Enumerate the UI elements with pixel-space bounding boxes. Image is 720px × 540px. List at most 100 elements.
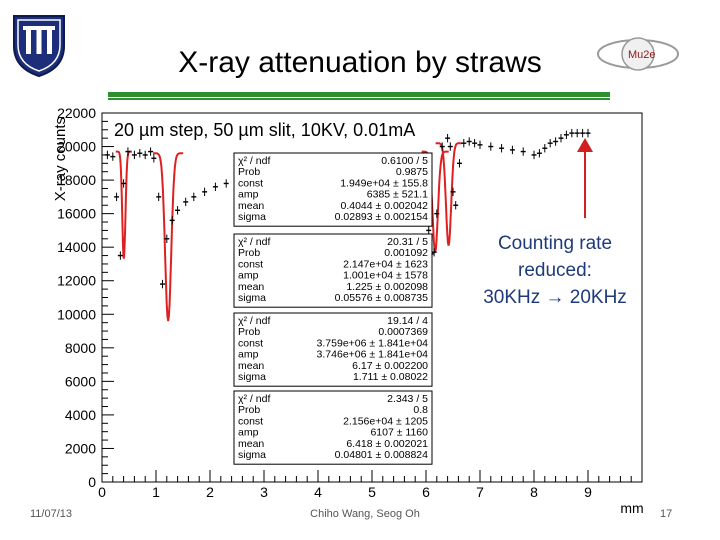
stat-value: 1.949e+04 ± 155.8 <box>340 177 428 189</box>
data-point <box>202 187 208 197</box>
data-point <box>472 138 478 148</box>
data-point <box>159 279 165 289</box>
footer-author: Chiho Wang, Seog Oh <box>310 508 420 520</box>
data-point <box>547 138 553 148</box>
stat-value: 0.6100 / 5 <box>381 155 428 167</box>
data-point <box>110 152 116 161</box>
data-point <box>156 192 162 202</box>
data-point <box>164 234 170 243</box>
data-point <box>114 192 120 202</box>
annotation-line-2: reduced: <box>518 260 592 281</box>
stat-value: 6.418 ± 0.002021 <box>346 438 428 450</box>
data-point <box>569 128 575 138</box>
data-point <box>520 147 526 156</box>
mu2e-logo: Mu2e <box>594 24 686 84</box>
stat-name: mean <box>238 438 264 450</box>
footer-page-number: 17 <box>660 508 673 520</box>
data-point <box>574 128 580 138</box>
stat-value: 1.225 ± 0.002098 <box>346 281 428 293</box>
stat-name: mean <box>238 200 264 212</box>
data-point <box>439 142 445 151</box>
y-tick-label: 16000 <box>57 206 96 222</box>
stat-value: 1.711 ± 0.08022 <box>353 371 428 383</box>
stat-name: χ² / ndf <box>238 393 270 405</box>
stat-name: amp <box>238 270 259 282</box>
gaussian-fit-curve <box>153 152 184 322</box>
stat-value: 0.4044 ± 0.002042 <box>340 200 428 212</box>
data-point <box>426 226 432 235</box>
annotation-arrow-head <box>577 138 593 152</box>
stat-name: Prob <box>238 326 260 338</box>
data-point <box>585 128 591 138</box>
stat-value: 2.156e+04 ± 1205 <box>343 415 428 427</box>
stat-name: Prob <box>238 404 260 416</box>
stat-name: mean <box>238 281 264 293</box>
x-tick-label: 1 <box>152 484 160 500</box>
fit-stats-box <box>233 152 433 227</box>
stat-name: amp <box>238 427 259 439</box>
stat-value: 0.8 <box>413 404 428 416</box>
y-tick-label: 4000 <box>65 407 96 423</box>
annotation-line-3: 30KHz → 20KHz <box>470 284 640 311</box>
data-point <box>169 216 175 225</box>
stat-value: 19.14 / 4 <box>387 315 428 327</box>
stat-name: sigma <box>238 211 266 223</box>
data-point <box>142 150 148 160</box>
y-tick-label: 18000 <box>57 172 96 188</box>
title-underline <box>108 92 610 97</box>
mu2e-logo-text: Mu2e <box>628 49 656 61</box>
data-point <box>488 142 494 151</box>
stat-name: Prob <box>238 166 260 178</box>
data-point <box>542 144 548 153</box>
x-tick-label: 0 <box>98 484 106 500</box>
data-point <box>558 133 564 143</box>
footer-date: 11/07/13 <box>30 508 73 520</box>
y-tick-label: 12000 <box>57 273 96 289</box>
stat-name: const <box>238 337 263 349</box>
data-point <box>117 251 123 260</box>
data-point <box>445 133 451 143</box>
stat-value: 2.147e+04 ± 1623 <box>343 258 428 270</box>
y-tick-label: 20000 <box>57 139 96 155</box>
data-point <box>137 149 143 158</box>
data-point <box>461 138 467 148</box>
data-point <box>453 201 459 210</box>
x-tick-label: 5 <box>368 484 376 500</box>
annotation-line-1: Counting rate <box>497 233 613 254</box>
x-tick-label: 4 <box>314 484 322 500</box>
stat-name: mean <box>238 360 264 372</box>
stat-name: χ² / ndf <box>238 155 270 167</box>
data-point <box>536 149 542 158</box>
stat-value: 3.746e+06 ± 1.841e+04 <box>317 349 429 361</box>
stat-value: 0.0007369 <box>378 326 428 338</box>
data-point <box>450 187 456 197</box>
data-point <box>531 150 537 160</box>
x-tick-label: 9 <box>584 484 592 500</box>
stat-name: sigma <box>238 292 266 304</box>
data-point <box>125 147 131 156</box>
data-point <box>499 144 505 153</box>
data-point <box>466 137 472 146</box>
y-axis-label: X-ray counts <box>52 117 69 201</box>
stat-value: 0.001092 <box>384 247 428 259</box>
stat-value: 6.17 ± 0.002200 <box>352 360 428 372</box>
fit-stats-box <box>233 312 433 387</box>
data-point <box>121 179 127 188</box>
stat-name: const <box>238 177 263 189</box>
data-point <box>148 147 154 156</box>
x-tick-label: 8 <box>530 484 538 500</box>
stat-name: const <box>238 415 263 427</box>
data-point <box>434 209 440 218</box>
y-tick-label: 0 <box>88 474 96 490</box>
rate-before: 30KHz <box>483 287 541 308</box>
stat-value: 6107 ± 1160 <box>370 427 428 439</box>
stat-name: const <box>238 258 263 270</box>
data-point <box>151 154 157 163</box>
x-tick-label: 6 <box>422 484 430 500</box>
stat-name: χ² / ndf <box>238 315 270 327</box>
stat-value: 0.05576 ± 0.008735 <box>335 292 429 304</box>
fit-stats-box <box>233 390 433 465</box>
stat-value: 2.343 / 5 <box>387 393 428 405</box>
data-point <box>223 179 229 188</box>
